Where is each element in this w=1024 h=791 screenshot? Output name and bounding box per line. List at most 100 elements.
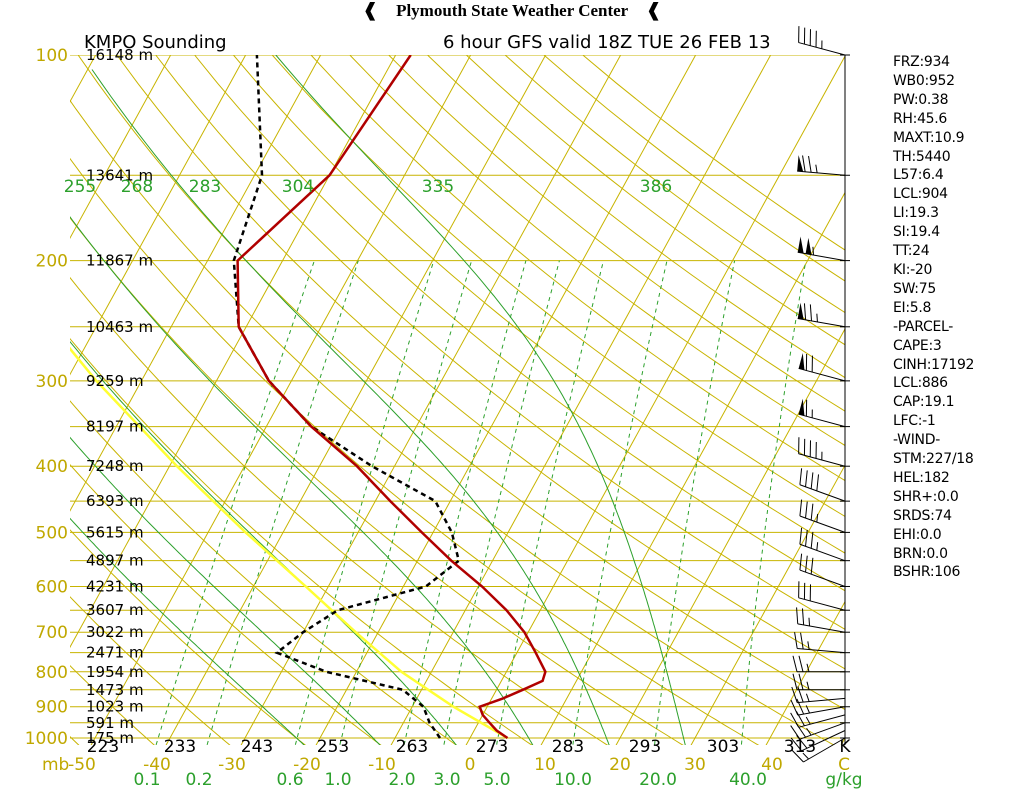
dewpoint-trace-line bbox=[232, 55, 461, 739]
wind-barb-half bbox=[815, 164, 818, 173]
wind-barb-flag bbox=[792, 655, 798, 672]
index-item: FRZ:934 bbox=[893, 54, 950, 70]
dry-adiabat-line bbox=[193, 55, 845, 592]
wind-barb-flag bbox=[791, 686, 798, 703]
wind-barb-staff bbox=[797, 251, 846, 262]
pressure-label: 200 bbox=[36, 252, 68, 272]
wind-barb bbox=[794, 632, 846, 654]
mixing-ratio-line bbox=[572, 260, 668, 745]
isotherm-line bbox=[70, 55, 322, 512]
wind-barb bbox=[791, 686, 846, 704]
index-item: EHI:0.0 bbox=[893, 526, 942, 543]
temperature-axis-label: -50 bbox=[68, 755, 96, 775]
wind-barb-flag bbox=[805, 555, 808, 573]
index-item: SW:75 bbox=[893, 280, 936, 297]
run-title: 6 hour GFS valid 18Z TUE 26 FEB 13 bbox=[443, 32, 771, 53]
isotherm-line bbox=[540, 191, 845, 745]
mixing-ratio-line bbox=[654, 260, 736, 745]
height-label: 11867 m bbox=[86, 252, 153, 270]
index-item: LFC:-1 bbox=[893, 413, 936, 430]
dry-adiabat-line bbox=[0, 24, 11, 753]
index-item: STM:227/18 bbox=[893, 451, 974, 468]
wind-barb-staff bbox=[799, 543, 846, 562]
wind-barb bbox=[799, 553, 846, 587]
index-item: MAXT:10.9 bbox=[893, 129, 965, 146]
height-label: 1023 m bbox=[86, 698, 144, 716]
wind-barb-flag bbox=[794, 632, 798, 649]
isotherm-line bbox=[90, 55, 472, 745]
mixing-ratio-axis-label: 5.0 bbox=[483, 770, 510, 790]
wind-barb bbox=[798, 581, 846, 611]
wind-barb-staff bbox=[798, 42, 846, 56]
wind-barb bbox=[790, 698, 846, 716]
indices-panel: FRZ:934 WB0:952 PW:0.38 RH:45.6 MAXT:10.9 TH:… bbox=[893, 53, 974, 582]
wind-barb-flag bbox=[798, 673, 804, 690]
mixing-ratio-axis-label: 0.1 bbox=[133, 770, 160, 790]
index-item: PW:0.38 bbox=[893, 91, 949, 108]
height-label: 3022 m bbox=[86, 623, 144, 641]
height-label: 4231 m bbox=[86, 577, 144, 595]
theta-e-label: 268 bbox=[121, 177, 153, 197]
height-label: 1473 m bbox=[86, 681, 144, 699]
moist-adiabat-line bbox=[70, 436, 381, 745]
theta-e-label: 304 bbox=[282, 177, 314, 197]
pressure-label: 800 bbox=[36, 663, 68, 683]
height-label: 13641 m bbox=[86, 166, 153, 184]
mixing-ratio-line bbox=[740, 260, 807, 745]
mixing-ratio-line bbox=[155, 260, 315, 745]
height-label: 16148 m bbox=[86, 46, 153, 64]
height-label: 7248 m bbox=[86, 457, 144, 475]
dry-adiabat-line bbox=[70, 529, 307, 745]
wind-barb-staff bbox=[797, 317, 846, 328]
wind-barb-pennant bbox=[798, 352, 805, 371]
wind-barb-flag bbox=[805, 470, 808, 487]
wind-barb-pennant bbox=[798, 398, 805, 416]
isotherm-line bbox=[615, 327, 845, 745]
wind-barb bbox=[798, 437, 846, 467]
index-item: CAP:19.1 bbox=[893, 394, 955, 411]
temperature-trace-line bbox=[236, 55, 547, 740]
wind-barb bbox=[798, 352, 846, 382]
wind-barb bbox=[790, 711, 846, 728]
mixing-ratio-line bbox=[339, 260, 473, 745]
theta-axis-label: 293 bbox=[629, 737, 661, 757]
mixing-ratio-line bbox=[294, 260, 435, 745]
isotherm-line bbox=[390, 55, 772, 745]
wind-barb-half bbox=[806, 727, 812, 736]
theta-axis-label: 313 bbox=[784, 737, 816, 757]
wind-barb-staff bbox=[799, 722, 846, 740]
dry-adiabat-line bbox=[116, 55, 845, 670]
dry-adiabat-line bbox=[70, 99, 835, 745]
wind-barb bbox=[797, 236, 846, 262]
isotherm-line bbox=[165, 55, 547, 745]
index-item: LI:19.3 bbox=[893, 205, 939, 222]
temperature-axis-label: 30 bbox=[684, 755, 706, 775]
height-label: 1954 m bbox=[86, 663, 144, 681]
mb-axis-label: mb bbox=[42, 755, 69, 775]
dry-adiabat-line bbox=[426, 55, 845, 379]
wind-barb bbox=[796, 607, 846, 633]
height-label: 9259 m bbox=[86, 372, 144, 390]
index-item: -WIND- bbox=[893, 432, 940, 449]
isotherm-line bbox=[690, 464, 845, 745]
wind-barb-staff bbox=[801, 730, 846, 752]
wind-barb-flag bbox=[808, 155, 812, 173]
wind-barb bbox=[797, 302, 846, 328]
wind-barb-pennant bbox=[797, 302, 804, 320]
index-item: LCL:904 bbox=[893, 186, 948, 203]
index-item: TH:5440 bbox=[893, 148, 951, 165]
isotherm-line bbox=[70, 55, 397, 649]
wind-barb-flag bbox=[802, 155, 806, 172]
theta-axis-label: 283 bbox=[552, 737, 584, 757]
dry-adiabat-line bbox=[388, 55, 845, 412]
wind-barb-half bbox=[812, 246, 814, 256]
theta-axis-label: 243 bbox=[241, 737, 273, 757]
mixing-ratio-axis-label: 40.0 bbox=[729, 770, 767, 790]
wind-barb-pennant bbox=[797, 155, 804, 172]
dry-adiabat-line bbox=[77, 55, 845, 711]
wind-barb-half bbox=[816, 513, 819, 523]
index-item: L57:6.4 bbox=[893, 167, 944, 184]
index-item: CAPE:3 bbox=[893, 337, 942, 354]
temperature-axis-label: -40 bbox=[143, 755, 171, 775]
plot-area bbox=[0, 24, 845, 753]
